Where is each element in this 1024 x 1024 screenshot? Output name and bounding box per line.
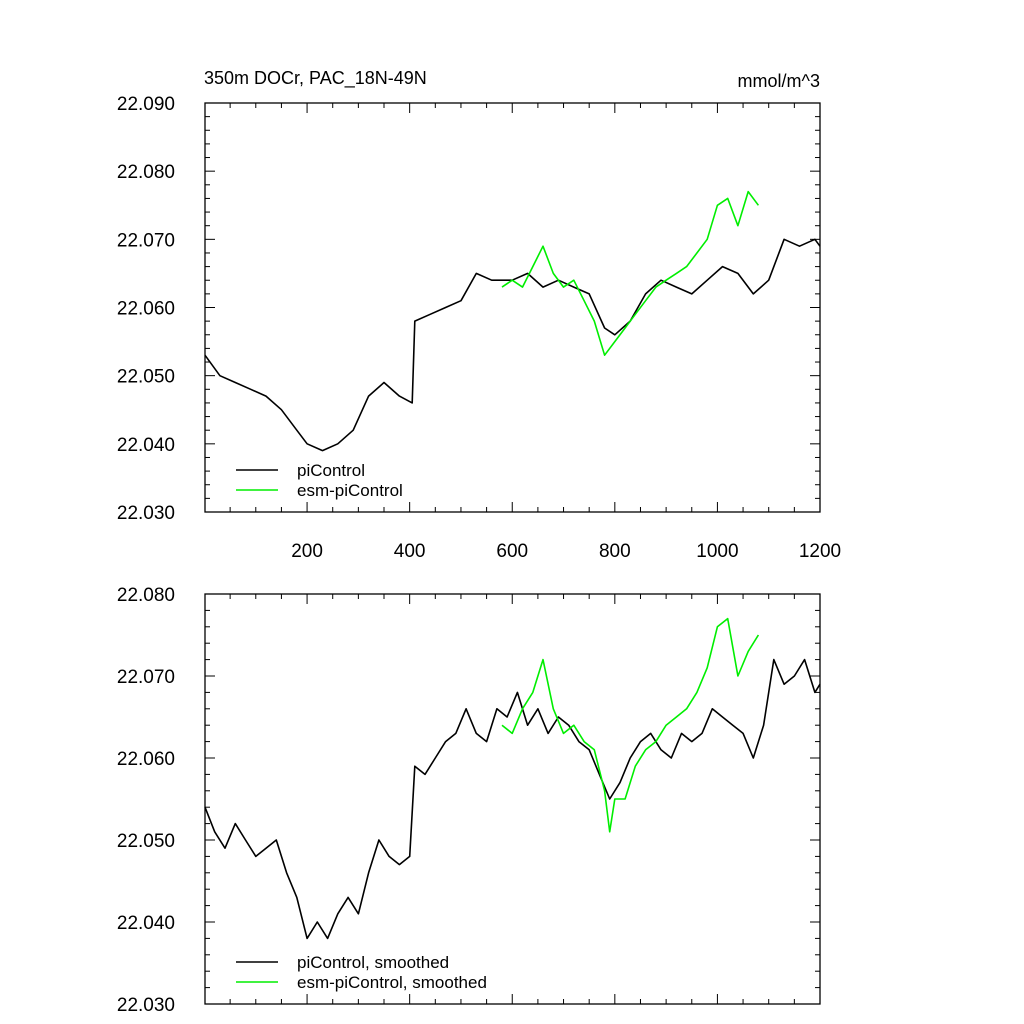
x-tick-label: 600 — [496, 541, 528, 562]
bottom-plot-frame — [204, 593, 821, 1005]
top-series — [204, 190, 821, 452]
x-tick-label: 1200 — [799, 541, 841, 562]
bottom-ticks: 22.030 22.040 22.050 22.060 22.070 22.080 — [117, 585, 821, 1016]
top-ticks: 200 400 600 800 1000 1200 22.030 22.040 22.050 22… — [117, 94, 841, 562]
y-tick-label: 22.080 — [117, 585, 175, 606]
y-tick-label: 22.030 — [117, 995, 175, 1016]
x-tick-label: 800 — [599, 541, 631, 562]
legend-label-esm-picontrol: esm-piControl — [297, 481, 403, 500]
series-line-picontrol-smoothed — [204, 658, 821, 940]
top-title: 350m DOCr, PAC_18N-49N — [204, 68, 427, 89]
legend-label-esm-picontrol-smoothed: esm-piControl, smoothed — [297, 973, 487, 992]
y-tick-label: 22.070 — [117, 667, 175, 688]
legend-label-picontrol-smoothed: piControl, smoothed — [297, 953, 449, 972]
x-tick-label: 400 — [394, 541, 426, 562]
top-units: mmol/m^3 — [738, 71, 820, 91]
y-tick-label: 22.090 — [117, 94, 175, 115]
series-line-esm-picontrol-smoothed — [501, 617, 760, 833]
y-tick-label: 22.080 — [117, 162, 175, 183]
top-panel: 350m DOCr, PAC_18N-49N mmol/m^3 200 400 60… — [117, 68, 841, 562]
bottom-series — [204, 617, 821, 940]
y-tick-label: 22.050 — [117, 367, 175, 388]
y-tick-label: 22.040 — [117, 435, 175, 456]
bottom-panel: 22.030 22.040 22.050 22.060 22.070 22.080 piC… — [117, 585, 821, 1016]
top-plot-frame — [204, 102, 821, 513]
x-tick-label: 200 — [291, 541, 323, 562]
y-tick-label: 22.050 — [117, 831, 175, 852]
y-tick-label: 22.060 — [117, 749, 175, 770]
y-tick-label: 22.070 — [117, 230, 175, 251]
series-line-esm-picontrol — [501, 190, 760, 357]
legend-label-picontrol: piControl — [297, 461, 365, 480]
y-tick-label: 22.030 — [117, 503, 175, 524]
top-legend: piControl esm-piControl — [236, 461, 403, 500]
bottom-legend: piControl, smoothed esm-piControl, smoot… — [236, 953, 487, 992]
x-tick-label: 1000 — [696, 541, 738, 562]
y-tick-label: 22.040 — [117, 913, 175, 934]
y-tick-label: 22.060 — [117, 299, 175, 320]
